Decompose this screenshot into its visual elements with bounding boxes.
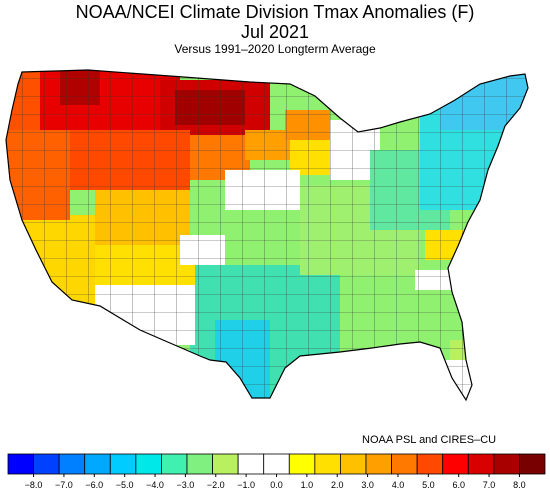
legend-tick-label: 1.0 [301,480,314,490]
color-legend: −8.0 −7.0 −6.0 −5.0 −4.0 −3.0 −2.0 −1.0 0.0 1.0 2.… [7,453,546,490]
legend-swatch [186,453,213,475]
legend-tick-label: −8.0 [25,480,43,490]
legend-tick-label: −6.0 [85,480,103,490]
legend-swatch [493,453,520,475]
legend-tick-label: 0.0 [270,480,283,490]
legend-tick-label: 2.0 [331,480,344,490]
map-subtitle: Versus 1991–2020 Longterm Average [174,42,376,56]
legend-swatch [84,453,111,475]
legend-swatch [340,453,367,475]
legend-ticks: −8.0 −7.0 −6.0 −5.0 −4.0 −3.0 −2.0 −1.0 0.0 1.0 2.… [25,474,526,490]
legend-swatch [391,453,418,475]
legend-tick-label: −5.0 [116,480,134,490]
legend-swatch [365,453,392,475]
legend-swatches [7,453,546,475]
legend-tick-label: 8.0 [513,480,526,490]
legend-swatch [161,453,188,475]
legend-tick-label: 6.0 [452,480,465,490]
legend-tick-label: −2.0 [207,480,225,490]
legend-swatch [416,453,444,475]
legend-tick-label: 7.0 [483,480,496,490]
data-credit: NOAA PSL and CIRES–CU [362,434,497,446]
map-period: Jul 2021 [240,22,310,42]
legend-swatch [135,453,162,475]
anomaly-fill [6,70,528,400]
legend-swatch [519,453,546,475]
legend-swatch [109,453,137,475]
legend-swatch [212,453,239,475]
legend-swatch [288,453,316,475]
legend-tick-label: 5.0 [422,480,435,490]
legend-swatch [467,453,495,475]
legend-tick-label: 3.0 [361,480,374,490]
legend-swatch [237,453,265,475]
legend-swatch [33,453,60,475]
legend-swatch [314,453,341,475]
legend-swatch [442,453,469,475]
legend-tick-label: 4.0 [392,480,405,490]
legend-tick-label: −1.0 [237,480,255,490]
legend-tick-label: −3.0 [177,480,195,490]
legend-swatch [263,453,290,475]
map-title: NOAA/NCEI Climate Division Tmax Anomalie… [75,2,475,22]
us-outline [5,69,529,402]
legend-tick-label: −7.0 [55,480,73,490]
us-anomaly-map [5,69,529,402]
legend-swatch [7,453,34,475]
legend-swatch [58,453,86,475]
legend-tick-label: −4.0 [146,480,164,490]
